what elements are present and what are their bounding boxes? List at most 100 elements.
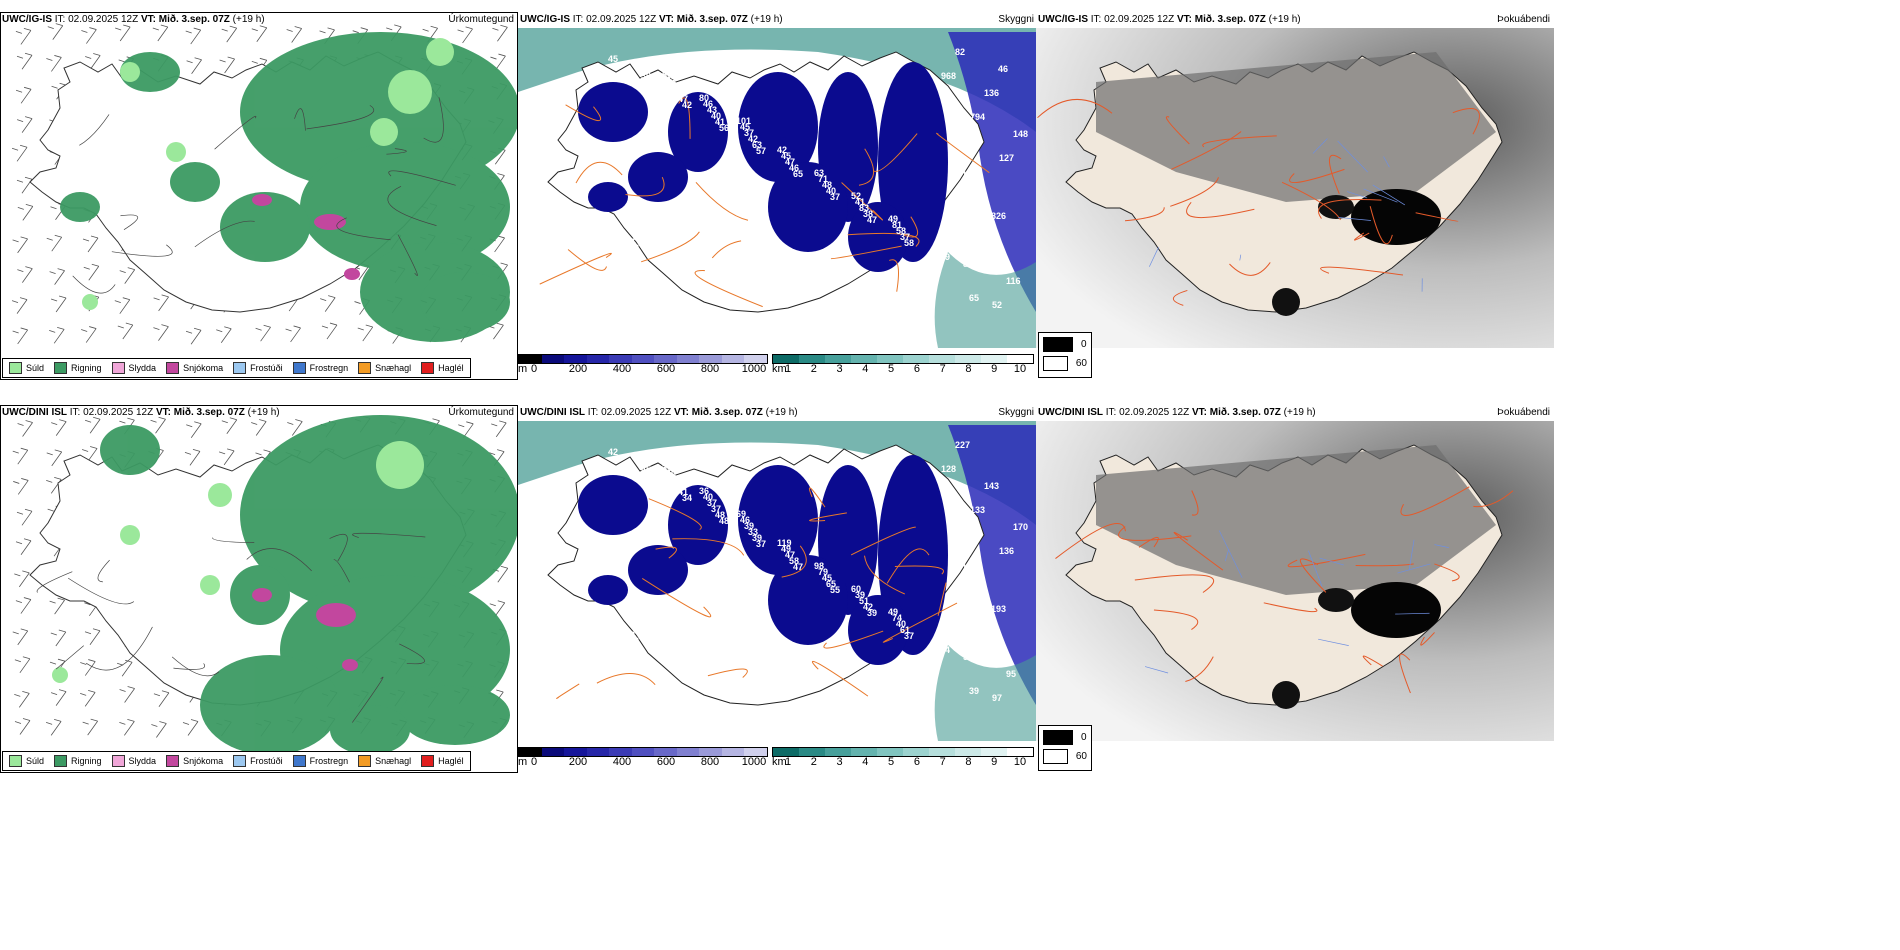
ceiling-value-label: 826 <box>991 211 1006 221</box>
road-line <box>1185 656 1214 682</box>
road-line <box>246 548 312 572</box>
fog-panel-2: UWC/DINI ISL IT: 02.09.2025 12Z VT: Mið.… <box>1036 405 1554 773</box>
road-line <box>214 115 257 150</box>
ceiling-value-label: 71 <box>818 174 828 184</box>
fog-highlands <box>1096 445 1496 595</box>
road-line <box>1229 262 1271 276</box>
road-line <box>847 232 920 247</box>
legend-swatch <box>54 362 68 374</box>
ceiling-value-label: 45 <box>740 122 750 132</box>
ceiling-value-label: 40 <box>703 492 713 502</box>
ceiling-value-label: 48 <box>715 510 725 520</box>
road-line <box>1202 135 1277 148</box>
wind-barb <box>12 628 29 646</box>
ceiling-value-label: 61 <box>900 625 910 635</box>
legend-label: Súld <box>26 756 45 766</box>
road-line <box>694 270 763 308</box>
fog-core <box>1351 582 1441 638</box>
road-line <box>1134 574 1215 593</box>
ceiling-value-label: 136 <box>984 88 999 98</box>
road-line <box>936 132 990 174</box>
road-line <box>1328 154 1342 195</box>
road-line <box>565 104 602 121</box>
legend-item: Snæhagl <box>358 362 411 374</box>
ceiling-value-label: 37 <box>711 504 721 514</box>
drizzle-blob <box>208 483 232 507</box>
ceiling-value-label: 58 <box>789 556 799 566</box>
ceiling-blob <box>768 162 848 252</box>
wind-barb <box>286 26 302 43</box>
panel-header: UWC/IG-IS IT: 02.09.2025 12Z VT: Mið. 3.… <box>1038 14 1301 25</box>
legend-swatch <box>358 362 372 374</box>
ceiling-value-label: 81 <box>892 220 902 230</box>
ceiling-value-label: 45 <box>822 573 832 583</box>
river-line <box>1312 138 1328 154</box>
road-line <box>1354 232 1370 241</box>
legend-label: Snæhagl <box>375 363 412 373</box>
colorbar-tick: 10 <box>1013 363 1027 375</box>
ceiling-blob <box>588 182 628 212</box>
colorbar-strip <box>518 354 768 364</box>
road-line <box>556 683 580 699</box>
road-line <box>1171 131 1242 170</box>
ceiling-value-label: 37 <box>756 539 766 549</box>
ceiling-value-label: 143 <box>984 481 999 491</box>
legend-swatch <box>292 362 306 374</box>
ceiling-value-label: 63 <box>814 168 824 178</box>
wind-barb <box>16 52 33 70</box>
roads <box>1037 98 1480 306</box>
ceiling-value-label: 37 <box>625 237 635 247</box>
rain-blob <box>300 142 510 272</box>
road-line <box>695 181 749 221</box>
legend-label: Rigning <box>71 363 102 373</box>
fog-core <box>1272 288 1300 316</box>
road-line <box>781 545 807 578</box>
wind-barb <box>13 478 29 495</box>
wind-barb <box>15 86 32 104</box>
panel-title: Þokuábendi <box>1497 14 1550 25</box>
ceiling-value-label: 41 <box>715 117 725 127</box>
colorbar-tick: 800 <box>700 363 720 375</box>
rain-blob <box>400 685 510 745</box>
wind-barb <box>14 718 31 735</box>
wind-barb <box>50 689 67 706</box>
legend-label: Snjókoma <box>183 756 224 766</box>
colorbar-tick: 400 <box>612 756 632 768</box>
ceiling-value-label: 43 <box>707 105 717 115</box>
road-line <box>1118 526 1192 541</box>
road-line <box>808 487 826 508</box>
ceiling-value-label: 55 <box>830 585 840 595</box>
colorbar-strip <box>518 747 768 757</box>
wind-barb <box>14 656 31 674</box>
rain-blob <box>200 655 340 755</box>
rivers <box>1144 530 1449 674</box>
ceiling-value-label: 190 <box>962 170 977 180</box>
river-line <box>1224 548 1230 562</box>
panel-header: UWC/DINI ISL IT: 02.09.2025 12Z VT: Mið.… <box>2 407 280 418</box>
cloud-visibility-panel-2: 42 42 34 48 37 47 55 39 37 45 41 48 39 58 65 42 61 36 43 37… <box>518 405 1036 773</box>
ceiling-value-label: 65 <box>793 169 803 179</box>
ceiling-blob <box>628 545 688 595</box>
road-line <box>1287 553 1366 568</box>
ceiling-value-label: 39 <box>855 590 865 600</box>
ceiling-value-label: 49 <box>781 544 791 554</box>
snow-blob <box>252 588 272 602</box>
ceiling-value-label: 48 <box>822 180 832 190</box>
colorbar-tick: 6 <box>913 756 920 768</box>
river-line <box>1337 140 1369 173</box>
legend-label: Haglél <box>438 756 464 766</box>
ceiling-value-label: 39 <box>641 71 651 81</box>
road-line <box>1153 609 1199 630</box>
ceiling-value-label: 70 <box>674 88 684 98</box>
wind-barb <box>50 295 67 313</box>
cloud-visibility-panel-1: 45 61 42 56 57 65 37 47 58 39 47 41 63 46 40 38 37 57 70 40… <box>518 12 1036 380</box>
wind-barb <box>16 176 33 194</box>
fog-legend-swatch <box>1043 730 1073 745</box>
fog-panel-1: UWC/IG-IS IT: 02.09.2025 12Z VT: Mið. 3.… <box>1036 12 1554 380</box>
ceiling-value-label: 82 <box>963 259 973 269</box>
ceiling-value-label: 37 <box>707 498 717 508</box>
legend-label: Slydda <box>128 363 157 373</box>
fog-legend: 0 60 <box>1038 332 1092 378</box>
precip-legend: Súld Rigning Slydda Snjókoma Frostúði Frostre… <box>2 751 471 771</box>
wind-barb <box>83 263 100 281</box>
